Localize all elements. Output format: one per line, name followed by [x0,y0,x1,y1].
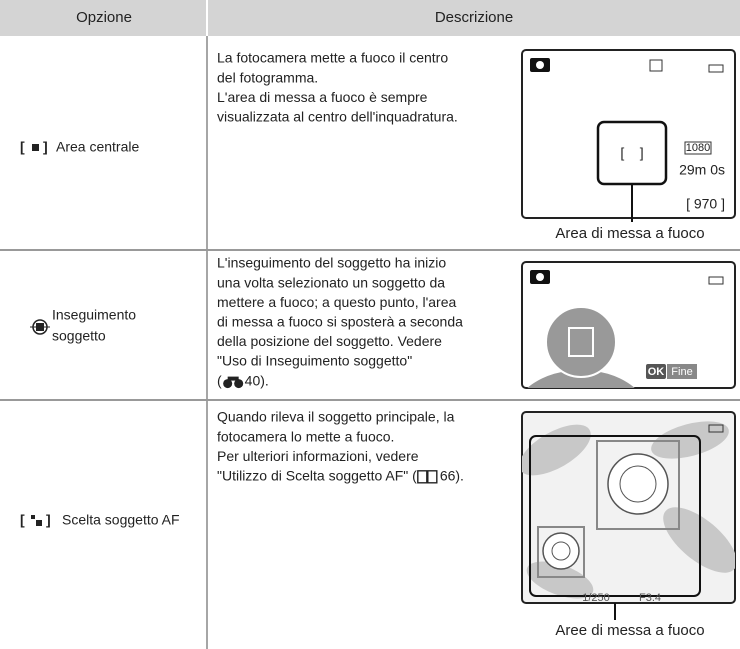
tracking-frame [568,327,594,357]
focus-area [537,526,585,578]
ref-icon [234,379,244,389]
screen-text: Fine [671,366,692,378]
screen-text: [ 970 ] [686,196,725,212]
description-line: della posizione del soggetto. Vedere [217,333,442,349]
option-label: Scelta soggetto AF [62,512,180,528]
flower-inner [619,465,657,503]
ref-icon [227,376,239,381]
screen-text: 1080 [686,142,710,154]
caption: Area di messa a fuoco [555,225,704,242]
screen-icon [649,59,663,72]
battery-icon [708,276,724,285]
option-label: Inseguimento [52,307,136,323]
icon-bracket-left: [ [20,512,25,528]
camera-screen [521,49,736,219]
focus-area [596,440,680,530]
camera-icon-lens [536,61,544,69]
header-option: Opzione [76,9,132,26]
subject-head [545,306,617,378]
description-line: Per ulteriori informazioni, vedere [217,448,419,464]
reference-text: 40). [245,372,269,388]
reference-text: "Utilizzo di Scelta soggetto AF" ( [217,468,417,484]
subject [522,306,651,388]
focus-brackets: [ ] [620,145,643,161]
ok-button [646,364,666,379]
header-bg [0,0,740,36]
ref-icon [417,470,438,484]
option-label: Area centrale [56,139,139,155]
flower [542,532,580,570]
flower-inner [551,541,571,561]
description-line: "Uso di Inseguimento soggetto" [217,353,412,369]
focus-frame [529,435,701,597]
icon-bracket-left: [ [20,139,25,155]
icon-bracket-right: ] [46,512,51,528]
screen-text: 29m 0s [679,162,725,178]
description-line: del fotogramma. [217,69,318,85]
description-line: mettere a fuoco; a questo punto, l'area [217,294,456,310]
icon-center [32,144,39,151]
description-line: visualizzata al centro dell'inquadratura… [217,109,458,125]
description-line: L'area di messa a fuoco è sempre [217,89,428,105]
description-line: di messa a fuoco si sposterà a seconda [217,314,463,330]
description-line: una volta selezionato un soggetto da [217,274,445,290]
caption: Aree di messa a fuoco [555,622,704,639]
camera-icon-lens [536,273,544,281]
ref-icon [223,379,233,389]
fine-label-bg [667,364,697,379]
battery-icon [708,424,724,433]
reference-text: 66). [440,468,464,484]
screen-text: 1/250 [582,592,610,604]
description-line: L'inseguimento del soggetto ha inizio [217,255,446,271]
battery-icon [708,64,724,73]
leaf [526,561,594,599]
description-line: fotocamera lo mette a fuoco. [217,428,394,444]
icon-dot [31,515,35,519]
reference-text: ( [217,372,222,388]
photo [522,421,735,599]
description-line: La fotocamera mette a fuoco il centro [217,50,448,66]
screen-text: F3.4 [639,592,661,604]
description-line: Quando rileva il soggetto principale, la [217,409,455,425]
option-label: soggetto [52,328,106,344]
header-description: Descrizione [435,9,513,26]
flower [607,453,669,515]
icon-dot [36,520,42,526]
leaf [522,424,591,476]
size-box [684,141,712,155]
screen-text: OK [648,366,665,378]
icon-bracket-right: ] [43,139,48,155]
